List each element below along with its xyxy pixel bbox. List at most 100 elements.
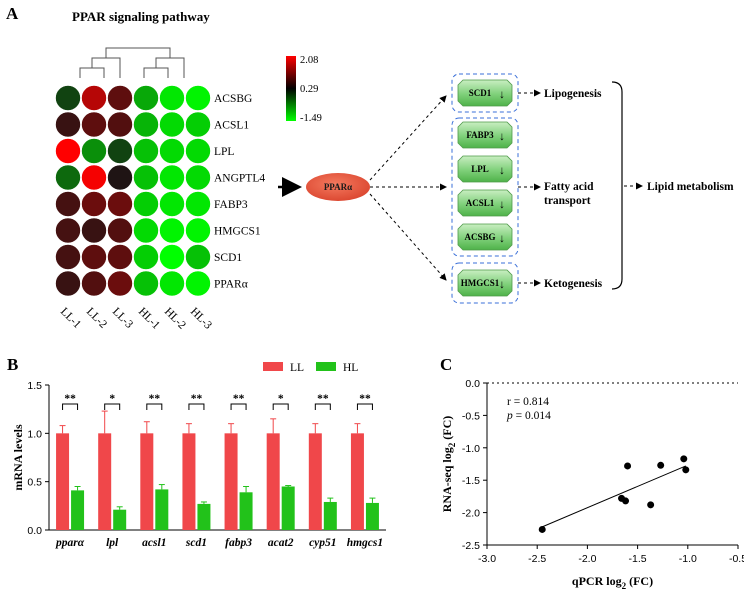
heatmap-cell bbox=[185, 217, 211, 244]
pathway-diagram: PPARα SCD1 ↓FABP3 ↓LPL ↓ACSL1 ↓ACSBG ↓HMGCS1 ↓… bbox=[278, 73, 734, 304]
bar-legend: LL HL bbox=[263, 362, 358, 374]
gene-box-shape bbox=[457, 223, 513, 251]
bar bbox=[350, 433, 364, 530]
heatmap-cell bbox=[185, 85, 211, 111]
bar bbox=[113, 509, 127, 530]
arrow-to-ketogenesis-group bbox=[369, 193, 447, 281]
significance-bracket bbox=[104, 403, 121, 410]
gene-box: ACSBG ↓ bbox=[457, 223, 513, 251]
heatmap-cell bbox=[133, 191, 159, 217]
ppar-alpha-oval bbox=[306, 173, 370, 201]
sample-label: LL-3 bbox=[110, 306, 135, 331]
heatmap-cell bbox=[55, 85, 81, 111]
gene-box: ACSL1 ↓ bbox=[457, 189, 513, 217]
heatmap-cell bbox=[159, 244, 185, 270]
heatmap-cell bbox=[81, 85, 107, 111]
transport-gene-group bbox=[451, 117, 519, 257]
gene-boxes: SCD1 ↓FABP3 ↓LPL ↓ACSL1 ↓ACSBG ↓HMGCS1 ↓ bbox=[457, 79, 513, 297]
ketogenesis-label: Ketogenesis bbox=[544, 278, 603, 290]
gene-box-label: ACSL1 bbox=[466, 198, 495, 208]
heatmap-cell bbox=[133, 270, 159, 297]
bar bbox=[308, 433, 322, 530]
significance-label: ** bbox=[233, 393, 245, 405]
heatmap-cell bbox=[107, 191, 133, 217]
heatmap-cell bbox=[185, 191, 211, 217]
bar bbox=[365, 502, 379, 530]
panel-b-letter: B bbox=[7, 355, 18, 374]
dendrogram bbox=[79, 47, 185, 78]
heatmap-cell bbox=[159, 138, 185, 164]
color-scale: 2.08 0.29 -1.49 bbox=[286, 55, 322, 124]
heatmap-cell bbox=[185, 111, 211, 138]
gene-box-shape bbox=[457, 79, 513, 107]
gene-box-label: ACSBG bbox=[464, 232, 495, 242]
significance-label: * bbox=[109, 393, 115, 405]
scatter-point bbox=[682, 466, 690, 474]
legend-ll-label: LL bbox=[290, 362, 304, 374]
legend-hl-label: HL bbox=[343, 362, 358, 374]
bar-category-label: acsl1 bbox=[142, 537, 166, 549]
heatmap-cell bbox=[107, 244, 133, 270]
scatter-y-tick-label: -2.5 bbox=[462, 540, 480, 552]
significance-bracket bbox=[230, 403, 247, 410]
y-title-sub: 2 bbox=[447, 442, 457, 447]
legend-ll-swatch bbox=[263, 362, 283, 371]
sample-label: HL-1 bbox=[136, 306, 162, 332]
gene-label: HMGCS1 bbox=[214, 226, 261, 238]
significance-bracket bbox=[188, 403, 205, 410]
lipogenesis-label: Lipogenesis bbox=[544, 88, 602, 100]
bar bbox=[182, 433, 196, 530]
gene-box-shape bbox=[457, 189, 513, 217]
x-title-main: qPCR log bbox=[572, 574, 622, 588]
gene-label: ACSBG bbox=[214, 93, 252, 105]
down-arrow-icon: ↓ bbox=[499, 165, 505, 177]
scatter-y-tick-label: -1.0 bbox=[462, 443, 480, 455]
scatter-point bbox=[657, 461, 665, 469]
heatmap-cell bbox=[81, 191, 107, 217]
sample-label: HL-3 bbox=[188, 306, 214, 332]
gene-label: PPARα bbox=[214, 279, 248, 291]
heatmap-cell bbox=[159, 191, 185, 217]
bar bbox=[140, 433, 154, 530]
legend-hl-swatch bbox=[316, 362, 336, 371]
down-arrow-icon: ↓ bbox=[499, 131, 505, 143]
bar bbox=[56, 433, 70, 530]
sample-label: HL-2 bbox=[162, 306, 188, 332]
heatmap-cell bbox=[81, 244, 107, 270]
significance-label: ** bbox=[359, 393, 371, 405]
heatmap-cell bbox=[55, 217, 81, 244]
bar-category-label: scd1 bbox=[185, 537, 207, 549]
down-arrow-icon: ↓ bbox=[499, 279, 505, 291]
p-value: = 0.014 bbox=[513, 410, 551, 422]
heatmap-cell bbox=[185, 244, 211, 270]
gene-label: ANGPTL4 bbox=[214, 173, 265, 185]
down-arrow-icon: ↓ bbox=[499, 199, 505, 211]
x-title-tail: (FC) bbox=[626, 574, 653, 588]
bar-category-label: fabp3 bbox=[225, 537, 252, 549]
ketogenesis-gene-group bbox=[451, 262, 519, 304]
correlation-r-label: r = 0.814 bbox=[507, 396, 549, 408]
x-title-sub: 2 bbox=[622, 581, 627, 591]
down-arrow-icon: ↓ bbox=[499, 233, 505, 245]
bar-chart: 0.0 0.5 1.0 1.5 mRNA levels ** pparα * lpl ** acsl… bbox=[11, 380, 386, 549]
bar-y-tick-label: 1.0 bbox=[27, 428, 42, 440]
fatty-acid-label: Fatty acid bbox=[544, 181, 594, 193]
gene-box-label: LPL bbox=[471, 164, 489, 174]
scatter-x-tick-label: -0.5 bbox=[729, 553, 744, 565]
regression-line bbox=[542, 465, 686, 528]
gene-box: SCD1 ↓ bbox=[457, 79, 513, 107]
bar bbox=[98, 433, 112, 530]
scale-max-label: 2.08 bbox=[300, 55, 318, 66]
significance-label: ** bbox=[149, 393, 161, 405]
gene-box-shape bbox=[457, 155, 513, 183]
heatmap-cell bbox=[81, 164, 107, 191]
heatmap-cell bbox=[107, 164, 133, 191]
heatmap-cell bbox=[185, 138, 211, 164]
heatmap-cell bbox=[159, 164, 185, 191]
gene-box-label: HMGCS1 bbox=[461, 278, 500, 288]
significance-bracket bbox=[272, 403, 289, 410]
bar-category-label: cyp51 bbox=[309, 537, 336, 549]
ppar-alpha-label: PPARα bbox=[324, 182, 352, 192]
bar bbox=[239, 492, 253, 530]
